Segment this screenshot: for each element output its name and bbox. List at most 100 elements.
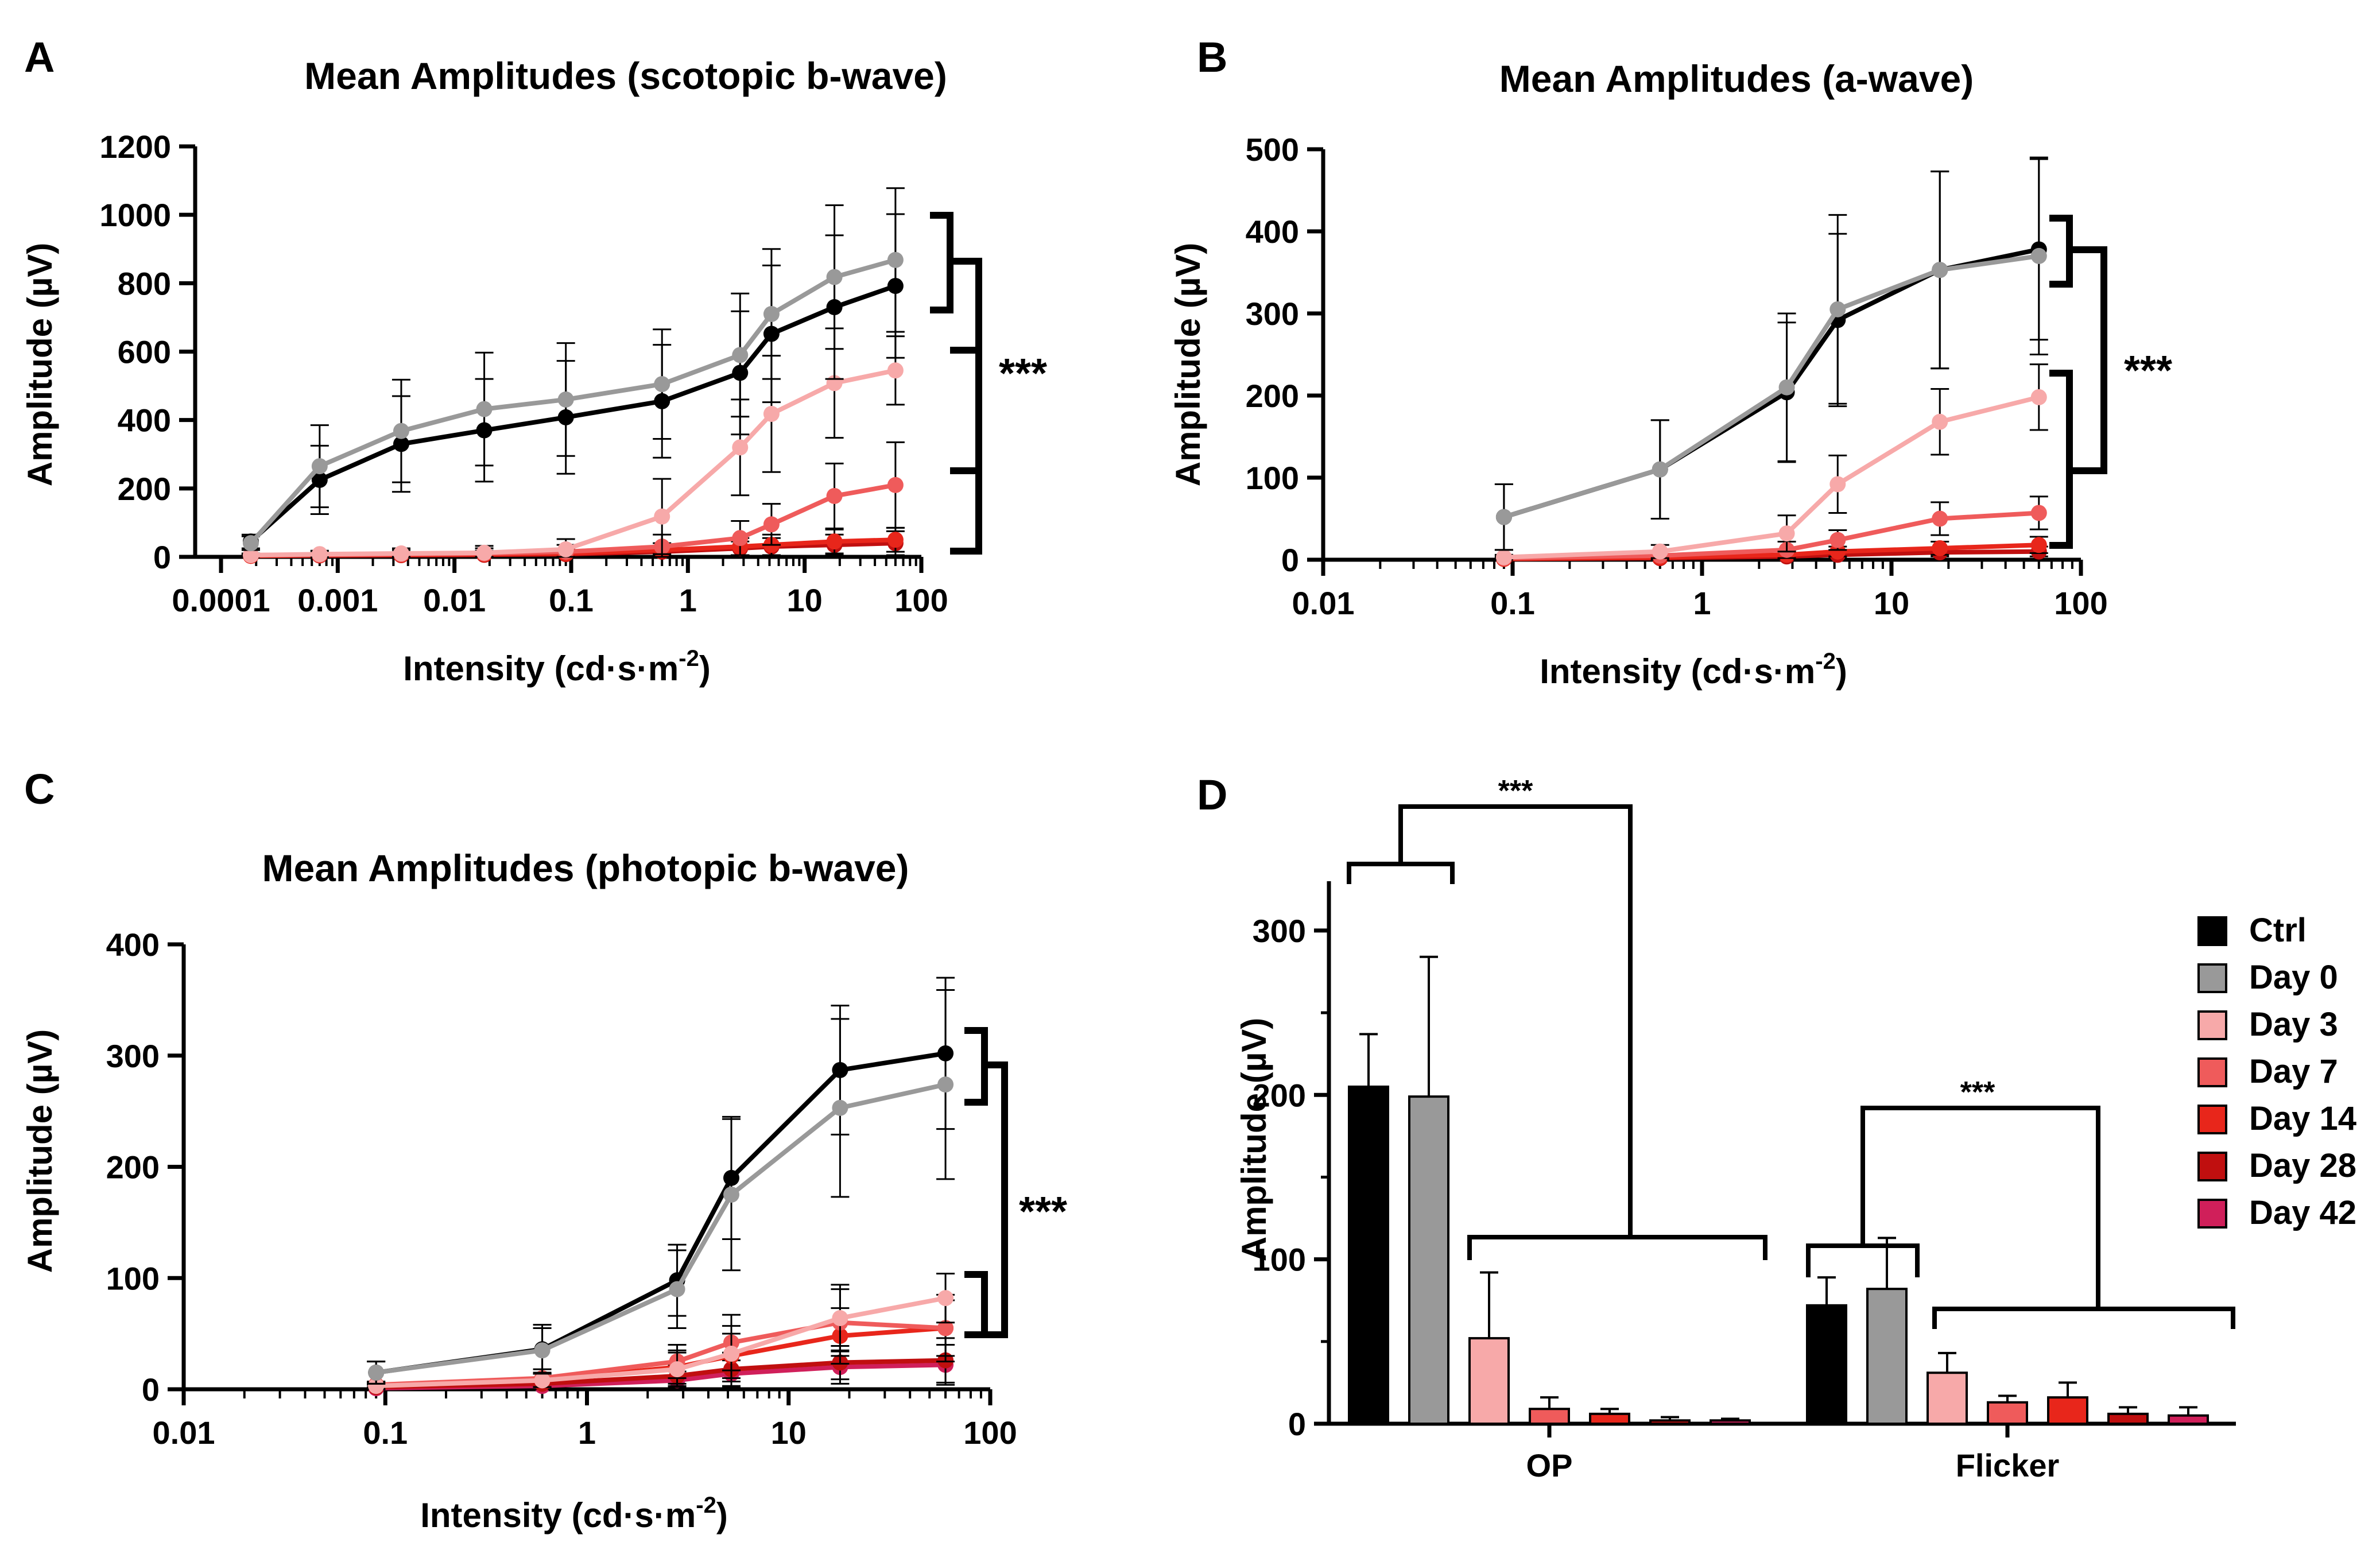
legend-swatch-day-0 [2197, 963, 2227, 993]
panel-a-point-day-3 [654, 508, 670, 525]
panel-b-point-day-3 [1829, 476, 1846, 493]
panel-a-point-day-0 [654, 376, 670, 393]
panel-a-x-tick-label: 0.1 [549, 582, 594, 618]
panel-b-point-day-7 [1932, 510, 1948, 527]
legend-swatch-day-28 [2197, 1152, 2227, 1181]
panel-b-point-day-0 [1829, 301, 1846, 317]
panel-a-point-day-0 [311, 458, 328, 475]
panel-c-significance: *** [1019, 1189, 1067, 1235]
panel-a-y-tick-label: 600 [118, 334, 171, 370]
panel-d-bar-op-day-14 [1589, 1412, 1630, 1425]
panel-d-bar-op-day-3 [1468, 1337, 1510, 1425]
panel-b-point-day-0 [1495, 509, 1512, 525]
panel-c-point-day-0 [832, 1099, 848, 1116]
panel-a-bracket-bottom [950, 347, 982, 555]
panel-b-point-day-3 [2030, 389, 2047, 405]
legend-swatch-ctrl [2197, 916, 2227, 946]
panel-a-y-tick-label: 400 [118, 402, 171, 439]
panel-b-point-day-0 [1932, 262, 1948, 278]
panel-c-point-day-0 [534, 1342, 551, 1359]
panel-a-x-tick-label: 10 [787, 582, 823, 618]
panel-b-point-day-0 [2030, 247, 2047, 264]
panel-b: B Mean Amplitudes (a-wave) Amplitude (µV… [1169, 33, 2172, 691]
panel-a-x-tick-label: 0.001 [297, 582, 378, 618]
panel-a-point-day-3 [557, 541, 574, 557]
panel-a-point-day-0 [826, 269, 843, 285]
panel-c-x-tick-label: 100 [963, 1415, 1017, 1451]
panel-d-bar-op-day-28 [1649, 1419, 1691, 1425]
panel-a-y-axis-title: Amplitude (µV) [21, 243, 59, 487]
panel-d-category-label: Flicker [1956, 1447, 2060, 1483]
panel-b-y-tick-label: 100 [1246, 460, 1299, 496]
panel-d-flicker-bracket-days [1932, 1307, 2235, 1329]
panel-c-bracket-right [984, 1061, 1008, 1338]
legend-label-day-28: Day 28 [2249, 1147, 2356, 1184]
legend-label-day-3: Day 3 [2249, 1006, 2338, 1043]
panel-a-y-tick-label: 800 [118, 265, 171, 301]
panel-a-series-line-day-3 [250, 368, 896, 558]
panel-c-series-line-day-0 [375, 1082, 946, 1375]
panel-a-x-tick-label: 1 [679, 582, 697, 618]
panel-c-point-day-3 [832, 1310, 848, 1326]
panel-a-point-day-0 [242, 535, 259, 552]
panel-b-x-tick-label: 1 [1693, 585, 1711, 621]
panel-b-x-tick-label: 10 [1874, 585, 1909, 621]
legend-label-day-7: Day 7 [2249, 1053, 2338, 1090]
panel-a-point-day-3 [476, 544, 493, 561]
panel-d-bar-flicker-day-42 [2168, 1414, 2209, 1425]
panel-a-x-axis-title: Intensity (cd·s·m-2) [403, 646, 711, 688]
panel-a-point-day-14 [826, 533, 843, 550]
panel-d-y-tick-label: 300 [1253, 913, 1306, 949]
panel-a-point-day-3 [311, 546, 328, 563]
panel-b-significance: *** [2124, 348, 2172, 394]
panel-b-y-tick-label: 500 [1246, 131, 1299, 168]
panel-a-point-day-3 [393, 545, 409, 562]
panel-b-point-day-3 [1778, 525, 1795, 542]
panel-d-bar-op-day-42 [1710, 1419, 1751, 1425]
panel-b-bracket-right [2069, 246, 2107, 474]
panel-c-point-day-0 [723, 1186, 739, 1203]
panel-a-point-day-0 [476, 401, 493, 417]
panel-b-point-day-3 [1932, 413, 1948, 430]
legend-label-day-0: Day 0 [2249, 959, 2338, 996]
panel-d-bar-op-day-0 [1408, 1095, 1449, 1425]
panel-c: C Mean Amplitudes (photopic b-wave) Ampl… [21, 765, 1067, 1535]
panel-b-point-day-7 [2030, 505, 2047, 521]
panel-a-plot: 0 200 400 600 800 1000 1200 0.0001 0.001 0.01 0.1 1… [99, 129, 948, 618]
panel-b-point-day-3 [1495, 549, 1512, 565]
panel-b-x-tick-label: 0.01 [1292, 585, 1355, 621]
panel-a-point-day-0 [732, 347, 749, 363]
panel-b-point-day-14 [1829, 543, 1846, 560]
panel-b-point-day-7 [1829, 532, 1846, 548]
panel-d-y-axis-title: Amplitude (µV) [1235, 1018, 1273, 1262]
panel-a-point-day-3 [763, 405, 780, 422]
panel-d-bar-flicker-day-0 [1866, 1288, 1908, 1425]
panel-a-y-tick-label: 0 [153, 539, 171, 575]
panel-c-y-tick-label: 0 [142, 1371, 160, 1408]
panel-a-point-day-0 [557, 391, 574, 408]
legend-label-ctrl: Ctrl [2249, 912, 2307, 949]
panel-a-point-day-7 [732, 530, 749, 547]
legend-swatch-day-3 [2197, 1010, 2227, 1040]
panel-d-bar-flicker-day-14 [2047, 1396, 2088, 1425]
panel-d-y-tick-label: 100 [1253, 1242, 1306, 1278]
panel-letter-d: D [1197, 771, 1227, 819]
panel-b-point-day-14 [2030, 537, 2047, 553]
panel-d-y-tick-label: 200 [1253, 1077, 1306, 1113]
panel-c-x-axis-title: Intensity (cd·s·m-2) [420, 1493, 728, 1535]
panel-c-point-day-3 [723, 1346, 739, 1362]
panel-a-series-line-ctrl [249, 284, 897, 544]
panel-a-y-tick-label: 200 [118, 471, 171, 507]
panel-d-op-bracket-connector [1398, 804, 1633, 1237]
panel-d-bar-flicker-day-28 [2107, 1412, 2149, 1425]
panel-c-x-tick-label: 1 [578, 1415, 596, 1451]
legend-label-day-42: Day 42 [2249, 1194, 2356, 1231]
panel-c-x-tick-label: 10 [771, 1415, 807, 1451]
panel-a-point-day-3 [887, 362, 904, 379]
panel-d-legend: Ctrl Day 0 Day 3 Day 7 Day 14 Day 28 Day 42 [2197, 912, 2356, 1231]
legend-label-day-14: Day 14 [2249, 1100, 2356, 1137]
panel-b-y-tick-label: 200 [1246, 378, 1299, 414]
panel-a-point-day-7 [763, 516, 780, 533]
panel-b-series-line-day-3 [1503, 394, 2040, 560]
panel-b-title: Mean Amplitudes (a-wave) [1499, 57, 1974, 100]
